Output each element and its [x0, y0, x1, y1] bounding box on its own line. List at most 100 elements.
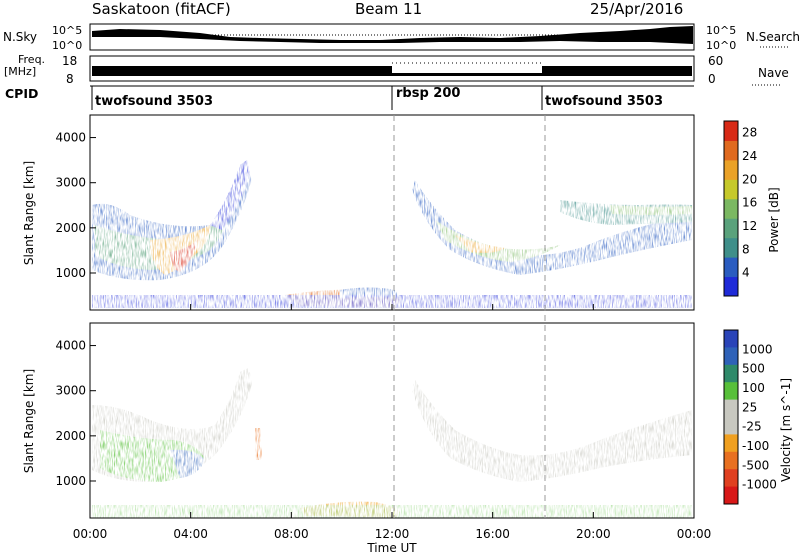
power-colorbar-segment [724, 198, 738, 219]
power-ytick-label: 2000 [55, 221, 86, 235]
velocity-colorbar-tick: 100 [742, 381, 765, 395]
power-colorbar-segment [724, 121, 738, 141]
velocity-colorbar-label: Velocity [m s^-1] [779, 378, 793, 482]
station-title: Saskatoon (fitACF) [92, 0, 231, 18]
date-title: 25/Apr/2016 [590, 0, 684, 18]
power-colorbar-tick: 24 [742, 149, 757, 163]
nave-label: Nave [758, 66, 789, 80]
power-colorbar-tick: 28 [742, 126, 757, 140]
cpid-segment-1: twofsound 3503 [95, 94, 213, 109]
x-tick-label: 08:00 [274, 527, 309, 541]
freq-left-tick-bottom: 8 [66, 72, 74, 86]
cpid-segment-3: twofsound 3503 [545, 94, 663, 109]
x-tick-label: 12:00 [375, 527, 410, 541]
freq-strip-frame [89, 55, 695, 82]
noise-search-label: N.Search [746, 30, 800, 44]
power-colorbar-segment [724, 218, 738, 239]
power-ytick-label: 3000 [55, 176, 86, 190]
x-tick-label: 04:00 [173, 527, 208, 541]
beam-title: Beam 11 [355, 0, 423, 18]
power-colorbar: 4 8 12 16 20 24 28 [723, 120, 757, 297]
power-y-axis-label: Slant Range [km] [22, 161, 36, 265]
power-panel: 1000 2000 3000 4000 [55, 114, 695, 311]
velocity-colorbar-segment [724, 330, 738, 348]
power-echo-arc [210, 160, 250, 230]
power-colorbar-tick: 12 [742, 219, 757, 233]
freq-label-line2: [MHz] [4, 65, 37, 78]
power-colorbar-segment [724, 159, 738, 180]
velocity-echo-arc [215, 368, 250, 435]
velocity-axis-ticks: 1000 2000 3000 4000 [55, 339, 695, 518]
velocity-ytick-label: 3000 [55, 384, 86, 398]
power-colorbar-segment [724, 276, 738, 297]
velocity-colorbar-segment [724, 347, 738, 366]
velocity-colorbar-tick: 500 [742, 362, 765, 376]
power-colorbar-tick: 4 [742, 266, 750, 280]
freq-block-2 [392, 73, 542, 76]
velocity-ytick-label: 4000 [55, 339, 86, 353]
noise-left-tick-bottom: 10^0 [52, 39, 83, 52]
velocity-colorbar-tick: -25 [742, 420, 762, 434]
power-axis-ticks: 1000 2000 3000 4000 [55, 131, 695, 310]
power-echo-morning-red [170, 240, 198, 272]
power-echo-afternoon-core [435, 220, 560, 262]
velocity-colorbar: 1000 500 100 25 -25 -100 -500 -1000 [723, 329, 777, 505]
x-tick-label: 20:00 [576, 527, 611, 541]
power-colorbar-tick: 20 [742, 172, 757, 186]
velocity-colorbar-segment [724, 399, 738, 418]
power-colorbar-tick: 8 [742, 242, 750, 256]
velocity-colorbar-segment [724, 486, 738, 505]
velocity-colorbar-tick: -100 [742, 439, 769, 453]
velocity-frame [89, 322, 695, 519]
velocity-field [92, 368, 692, 518]
noise-left-tick-top: 10^5 [52, 24, 83, 37]
velocity-colorbar-tick: -1000 [742, 478, 777, 492]
velocity-echo-ground [92, 505, 692, 518]
power-ytick-label: 4000 [55, 131, 86, 145]
nave-right-tick-bottom: 0 [708, 72, 716, 86]
velocity-colorbar-segment [724, 364, 738, 383]
power-colorbar-tick: 16 [742, 196, 757, 210]
power-colorbar-segment [724, 237, 738, 258]
velocity-ytick-label: 2000 [55, 429, 86, 443]
velocity-colorbar-tick: 1000 [742, 342, 773, 356]
power-colorbar-label: Power [dB] [767, 187, 781, 252]
velocity-panel: 1000 2000 3000 4000 [55, 322, 695, 519]
power-colorbar-segment [724, 140, 738, 161]
velocity-colorbar-segment [724, 382, 738, 401]
power-echo-ground [92, 295, 692, 308]
power-echo-afternoon-hot [455, 235, 505, 253]
noise-sky-trace [92, 26, 693, 48]
velocity-colorbar-segment [724, 469, 738, 488]
velocity-colorbar-segment [724, 451, 738, 470]
velocity-colorbar-tick: -500 [742, 458, 769, 472]
freq-strip [89, 55, 782, 86]
noise-sky-label: N.Sky [3, 30, 38, 44]
power-field [92, 160, 692, 308]
velocity-echo-morning-blue [170, 449, 205, 478]
power-echo-afternoon [412, 180, 692, 275]
velocity-colorbar-segment [724, 434, 738, 453]
freq-block-3 [542, 66, 692, 76]
freq-label-line1: Freq. [18, 53, 46, 66]
cpid-label: CPID [5, 86, 39, 101]
freq-left-tick-top: 18 [62, 54, 78, 68]
velocity-echo-orange [255, 428, 262, 460]
x-tick-label: 16:00 [475, 527, 510, 541]
freq-block-1 [92, 66, 392, 76]
power-ytick-label: 1000 [55, 266, 86, 280]
x-tick-label: 00:00 [73, 527, 108, 541]
velocity-ytick-label: 1000 [55, 474, 86, 488]
x-axis-label: Time UT [366, 541, 417, 554]
noise-right-tick-bottom: 10^0 [706, 39, 737, 52]
cpid-segment-2: rbsp 200 [396, 86, 460, 101]
x-tick-label: 00:00 [677, 527, 712, 541]
cpid-strip: twofsound 3503 rbsp 200 twofsound 3503 [90, 85, 694, 110]
power-colorbar-segment [724, 179, 738, 200]
velocity-colorbar-segment [724, 417, 738, 435]
nave-right-tick-top: 60 [708, 54, 724, 68]
velocity-echo-afternoon [412, 380, 692, 482]
power-echo-late-green [610, 205, 692, 215]
x-axis-ticks: 00:00 04:00 08:00 12:00 16:00 20:00 00:00 [73, 527, 712, 541]
